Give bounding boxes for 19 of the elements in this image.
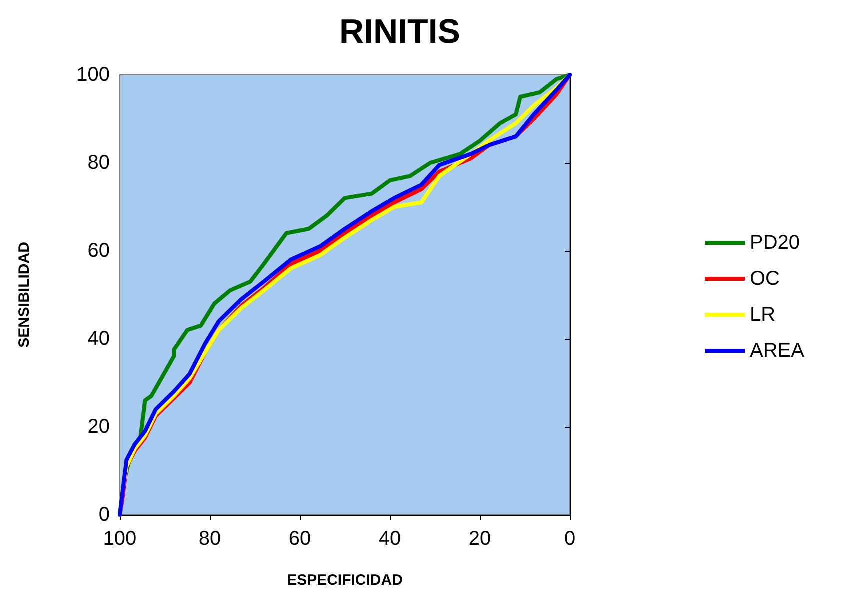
legend-label: PD20 <box>750 232 800 254</box>
x-tick-label: 40 <box>378 528 402 550</box>
y-axis-title: SENSIBILIDAD <box>16 242 33 348</box>
legend-label: LR <box>750 304 776 326</box>
x-tick-label: 80 <box>198 528 222 550</box>
y-tick-label: 40 <box>88 328 110 350</box>
x-tick-label: 0 <box>564 528 576 550</box>
legend-label: OC <box>750 268 780 290</box>
chart-title: RINITIS <box>340 13 460 51</box>
x-tick-label: 100 <box>103 528 137 550</box>
x-tick-label: 60 <box>288 528 312 550</box>
y-tick-label: 100 <box>76 64 110 86</box>
x-tick-label: 20 <box>468 528 492 550</box>
y-tick-label: 0 <box>98 504 110 526</box>
y-tick-label: 80 <box>88 152 110 174</box>
legend-label: AREA <box>750 340 806 362</box>
x-axis-title: ESPECIFICIDAD <box>287 572 404 589</box>
y-tick-label: 60 <box>88 240 110 262</box>
y-tick-label: 20 <box>88 416 110 438</box>
